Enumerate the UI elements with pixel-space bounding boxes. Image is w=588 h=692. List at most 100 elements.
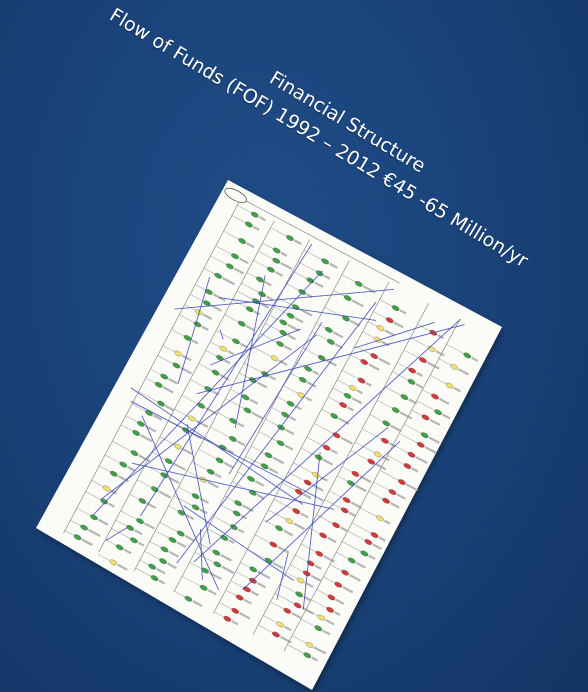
diagram-node-label — [399, 411, 413, 420]
diagram-branch-line — [189, 562, 202, 569]
diagram-node — [223, 615, 232, 622]
diagram-branch-line — [295, 554, 308, 562]
diagram-node — [431, 393, 439, 400]
diagram-node-label — [293, 239, 302, 245]
diagram-node-label — [246, 242, 255, 249]
diagram-node-label — [256, 581, 266, 589]
diagram-branch-line — [311, 599, 327, 609]
diagram-branch-line — [76, 507, 91, 516]
diagram-branch-line — [186, 470, 200, 479]
diagram-branch-line — [252, 346, 272, 357]
diagram-node-label — [117, 563, 128, 571]
diagram-node — [231, 608, 240, 614]
diagram-node — [275, 525, 283, 532]
diagram-branch-line — [262, 242, 274, 249]
diagram-node — [347, 480, 355, 486]
diagram-branch-line — [268, 509, 286, 520]
diagram-branch-line — [215, 245, 232, 255]
diagram-node-label — [127, 465, 136, 472]
diagram-node — [115, 544, 124, 551]
diagram-node — [341, 569, 349, 576]
diagram-branch-line — [321, 409, 331, 415]
diagram-node-label — [250, 590, 259, 597]
diagram-node-label — [223, 359, 231, 365]
diagram-branch-line — [215, 330, 233, 340]
diagram-node-label — [390, 502, 400, 509]
diagram-branch-line — [219, 602, 232, 610]
diagram-node — [381, 437, 389, 444]
diagram-branch-line — [438, 358, 451, 366]
diagram-branch-line — [198, 363, 213, 371]
diagram-node — [304, 365, 312, 372]
diagram-node-label — [140, 434, 153, 443]
diagram-branch-line — [237, 471, 248, 478]
diagram-branch-line — [306, 436, 324, 447]
diagram-paper — [36, 180, 502, 690]
diagram-branch-line — [207, 528, 221, 537]
diagram-branch-line — [210, 341, 220, 348]
diagram-branch-line — [416, 400, 435, 411]
diagram-node — [191, 493, 200, 500]
diagram-node-label — [287, 323, 300, 332]
diagram-node — [376, 515, 384, 522]
diagram-node — [213, 561, 222, 568]
diagram-node-label — [88, 528, 101, 537]
diagram-flow-line — [218, 297, 376, 321]
diagram-node — [136, 518, 144, 524]
diagram-flow-line — [177, 276, 211, 385]
diagram-node — [332, 522, 340, 528]
diagram-node-label — [304, 581, 314, 588]
diagram-flow-line — [183, 505, 294, 581]
diagram-flow-line — [186, 424, 211, 545]
diagram-node-label — [299, 308, 313, 317]
diagram-node — [343, 295, 352, 301]
diagram-branch-line — [139, 559, 149, 565]
diagram-node — [276, 621, 284, 628]
diagram-node — [342, 497, 351, 503]
diagram-node — [272, 247, 281, 254]
diagram-node-label — [134, 529, 143, 536]
diagram-branch-line — [171, 329, 185, 337]
diagram-node — [249, 566, 258, 573]
diagram-branch-line — [224, 495, 235, 502]
diagram-branch-line — [159, 436, 175, 445]
diagram-branch-line — [224, 314, 239, 323]
diagram-node-label — [294, 317, 304, 324]
diagram-node-label — [226, 448, 234, 455]
diagram-node-label — [393, 321, 404, 329]
diagram-node-label — [123, 548, 132, 555]
diagram-node-label — [201, 325, 209, 331]
diagram-node — [385, 317, 394, 324]
diagram-node-label — [97, 518, 109, 526]
diagram-node — [187, 415, 196, 422]
diagram-node-label — [256, 493, 265, 500]
diagram-node — [191, 504, 200, 511]
diagram-node — [206, 468, 215, 475]
diagram-node — [370, 353, 378, 359]
diagram-node-label — [306, 381, 317, 388]
diagram-branch-line — [337, 475, 348, 482]
diagram-node-label — [322, 629, 331, 636]
diagram-node-label — [164, 404, 175, 412]
diagram-branch-line — [341, 541, 362, 552]
diagram-branch-line — [210, 426, 230, 438]
diagram-branch-line — [311, 331, 328, 341]
diagram-node — [463, 352, 472, 359]
diagram-branch-line — [282, 482, 296, 491]
diagram-branch-line — [316, 514, 333, 524]
diagram-branch-line — [115, 519, 127, 527]
diagram-node — [272, 631, 280, 638]
diagram-node-label — [236, 440, 246, 447]
diagram-node-label — [349, 319, 361, 327]
diagram-node-label — [384, 519, 391, 525]
diagram-branch-line — [258, 431, 278, 442]
diagram-node — [314, 625, 323, 632]
diagram-node-label — [184, 534, 195, 542]
diagram-node — [160, 546, 169, 553]
diagram-node — [326, 606, 334, 613]
diagram-branch-line — [359, 507, 377, 517]
diagram-node-label — [287, 334, 296, 341]
diagram-branch-line — [125, 415, 138, 423]
diagram-branch-line — [367, 321, 378, 327]
diagram-node-label — [319, 476, 328, 482]
